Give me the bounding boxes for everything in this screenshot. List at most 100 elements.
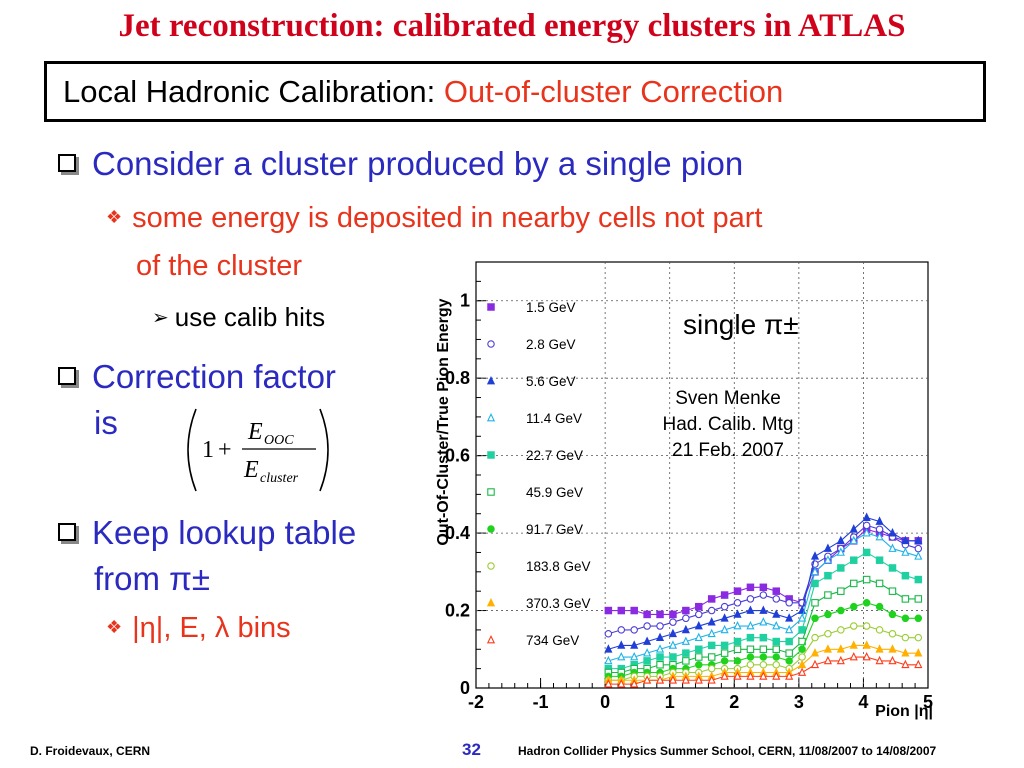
data-point (836, 644, 845, 653)
data-point (785, 649, 793, 657)
x-tick-label: 5 (923, 692, 933, 712)
data-point (772, 595, 781, 603)
data-point (772, 637, 781, 646)
legend-label: 11.4 GeV (526, 411, 582, 426)
data-point (811, 614, 819, 623)
formula-one: 1 (202, 437, 214, 463)
bullet-3: Keep lookup table (58, 514, 356, 552)
x-tick-label: 0 (600, 692, 610, 712)
data-point (901, 547, 910, 556)
data-point (888, 644, 897, 653)
data-point (630, 606, 638, 615)
data-point (694, 675, 703, 684)
data-point (914, 614, 923, 623)
bullet-3-sub-1: ❖ |η|, E, λ bins (106, 612, 291, 645)
data-point (862, 651, 871, 661)
data-point (759, 583, 768, 592)
data-point (604, 644, 613, 653)
chart-y-axis-label: Out-Of-Cluster/True Pion Energy (435, 298, 452, 545)
data-point (888, 564, 897, 572)
data-point (668, 628, 678, 638)
data-point (875, 579, 884, 588)
data-point (914, 535, 923, 545)
section-header-box: Local Hadronic Calibration: Out-of-clust… (44, 61, 986, 122)
legend-marker (487, 488, 495, 496)
data-point (733, 620, 742, 630)
data-point (746, 645, 755, 654)
square-bullet-icon (58, 523, 76, 541)
data-point (875, 516, 884, 525)
legend-label: 1.5 GeV (526, 300, 576, 315)
data-point (901, 633, 910, 642)
data-point (811, 599, 819, 607)
data-point (695, 602, 703, 611)
data-point (733, 599, 742, 607)
data-point (759, 633, 768, 642)
data-point (630, 651, 639, 661)
data-point (656, 622, 664, 630)
data-point (837, 564, 845, 572)
data-point (785, 599, 793, 607)
data-point (630, 640, 639, 649)
legend-marker (487, 303, 495, 311)
bullet-2: Correction factor (58, 358, 336, 396)
bullet-1-sub-2: ➢ use calib hits (152, 302, 325, 333)
bullet-1-sub-1-line-2: of the cluster (136, 250, 303, 282)
data-point (604, 630, 613, 638)
data-point (849, 640, 858, 649)
data-point (901, 535, 910, 545)
correction-factor-formula: 1 + E OOC E cluster (187, 408, 329, 492)
diamond-bullet-icon: ❖ (106, 207, 123, 227)
data-point (656, 610, 664, 619)
data-point (901, 648, 910, 657)
data-point (785, 637, 793, 646)
slide-title: Jet reconstruction: calibrated energy cl… (118, 8, 906, 44)
data-point (849, 579, 858, 588)
legend-label: 22.7 GeV (526, 448, 583, 463)
data-point (617, 651, 626, 661)
y-tick-label: 0.2 (445, 601, 470, 621)
data-point (617, 626, 626, 634)
x-tick-label: 3 (794, 692, 804, 712)
legend-marker (487, 451, 495, 459)
data-point (707, 606, 716, 615)
data-point (772, 645, 781, 654)
formula-denominator-sub: cluster (260, 471, 299, 486)
data-point (746, 595, 755, 603)
data-point (630, 679, 639, 688)
data-point (837, 626, 845, 634)
data-point (875, 525, 884, 533)
data-point (733, 657, 742, 665)
data-point (849, 556, 858, 564)
chart-axes: -2 -1 0 1 2 3 4 5 0 0.2 0.4 0.6 0.8 1 (445, 261, 933, 712)
bullet-3-line-1: Keep lookup table (92, 514, 357, 551)
data-point (655, 644, 665, 653)
data-point (888, 610, 897, 619)
data-point (862, 640, 871, 649)
data-point (655, 675, 665, 684)
y-tick-label: 0.6 (445, 446, 470, 466)
data-point (785, 657, 793, 665)
data-point (772, 653, 781, 661)
data-point (862, 599, 871, 607)
chart-series (604, 512, 923, 688)
data-point (888, 528, 897, 537)
series-line (608, 516, 919, 650)
data-point (798, 659, 807, 669)
data-point (668, 675, 678, 684)
data-point (720, 641, 729, 650)
square-bullet-icon (58, 154, 76, 172)
data-point (914, 648, 923, 657)
legend-label: 91.7 GeV (526, 522, 583, 537)
bullet-3-sub-1-text: |η|, E, λ bins (132, 612, 291, 644)
data-point (656, 653, 664, 661)
data-point (759, 617, 768, 626)
data-point (694, 632, 703, 642)
data-point (836, 655, 845, 665)
data-point (720, 602, 729, 611)
data-point (914, 633, 923, 642)
data-point (746, 620, 755, 630)
data-point (682, 614, 690, 623)
formula-plus: + (218, 437, 232, 463)
legend-marker (487, 340, 495, 348)
